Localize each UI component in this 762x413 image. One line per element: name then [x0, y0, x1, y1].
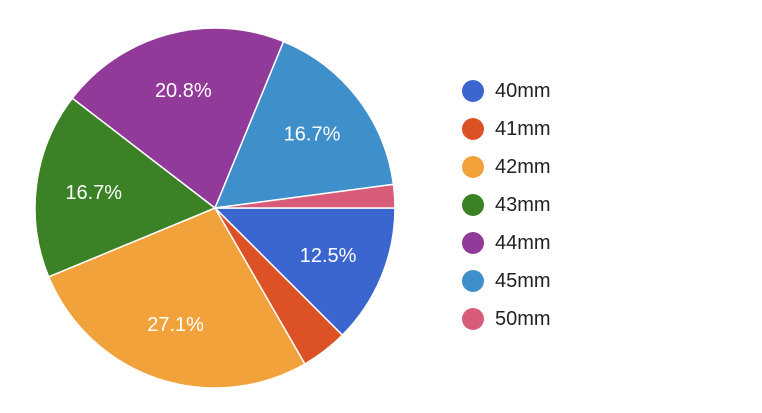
pie-slices	[34, 27, 396, 389]
pie-slice-labels: 12.5% 27.1% 16.7% 20.8% 16.7%	[65, 80, 356, 336]
legend-swatch-icon	[462, 270, 484, 292]
legend-label: 45mm	[495, 270, 551, 292]
pie-slice-42mm[interactable]	[47, 207, 306, 389]
pie-slice-43mm[interactable]	[34, 97, 217, 278]
slice-value-label: 16.7%	[284, 123, 341, 145]
pie-slice-50mm[interactable]	[214, 183, 396, 209]
slice-value-label: 27.1%	[147, 314, 204, 336]
legend-swatch-icon	[462, 308, 484, 330]
legend-item-41mm[interactable]: 41mm	[462, 110, 551, 148]
legend: 40mm 41mm 42mm 43mm 44mm 45mm 50mm	[462, 72, 551, 338]
legend-label: 41mm	[495, 118, 551, 140]
pie-slice-44mm[interactable]	[71, 27, 285, 210]
legend-label: 50mm	[495, 308, 551, 330]
pie-slice-45mm[interactable]	[213, 40, 395, 209]
legend-item-50mm[interactable]: 50mm	[462, 300, 551, 338]
legend-label: 44mm	[495, 232, 551, 254]
legend-swatch-icon	[462, 118, 484, 140]
slice-value-label: 20.8%	[155, 80, 212, 102]
legend-item-40mm[interactable]: 40mm	[462, 72, 551, 110]
pie-slice-40mm[interactable]	[213, 207, 396, 337]
legend-item-44mm[interactable]: 44mm	[462, 224, 551, 262]
legend-swatch-icon	[462, 194, 484, 216]
legend-label: 40mm	[495, 80, 551, 102]
legend-swatch-icon	[462, 156, 484, 178]
legend-swatch-icon	[462, 232, 484, 254]
legend-label: 42mm	[495, 156, 551, 178]
slice-value-label: 12.5%	[300, 245, 357, 267]
legend-label: 43mm	[495, 194, 551, 216]
legend-item-42mm[interactable]: 42mm	[462, 148, 551, 186]
legend-swatch-icon	[462, 80, 484, 102]
legend-item-45mm[interactable]: 45mm	[462, 262, 551, 300]
legend-item-43mm[interactable]: 43mm	[462, 186, 551, 224]
slice-value-label: 16.7%	[65, 182, 122, 204]
